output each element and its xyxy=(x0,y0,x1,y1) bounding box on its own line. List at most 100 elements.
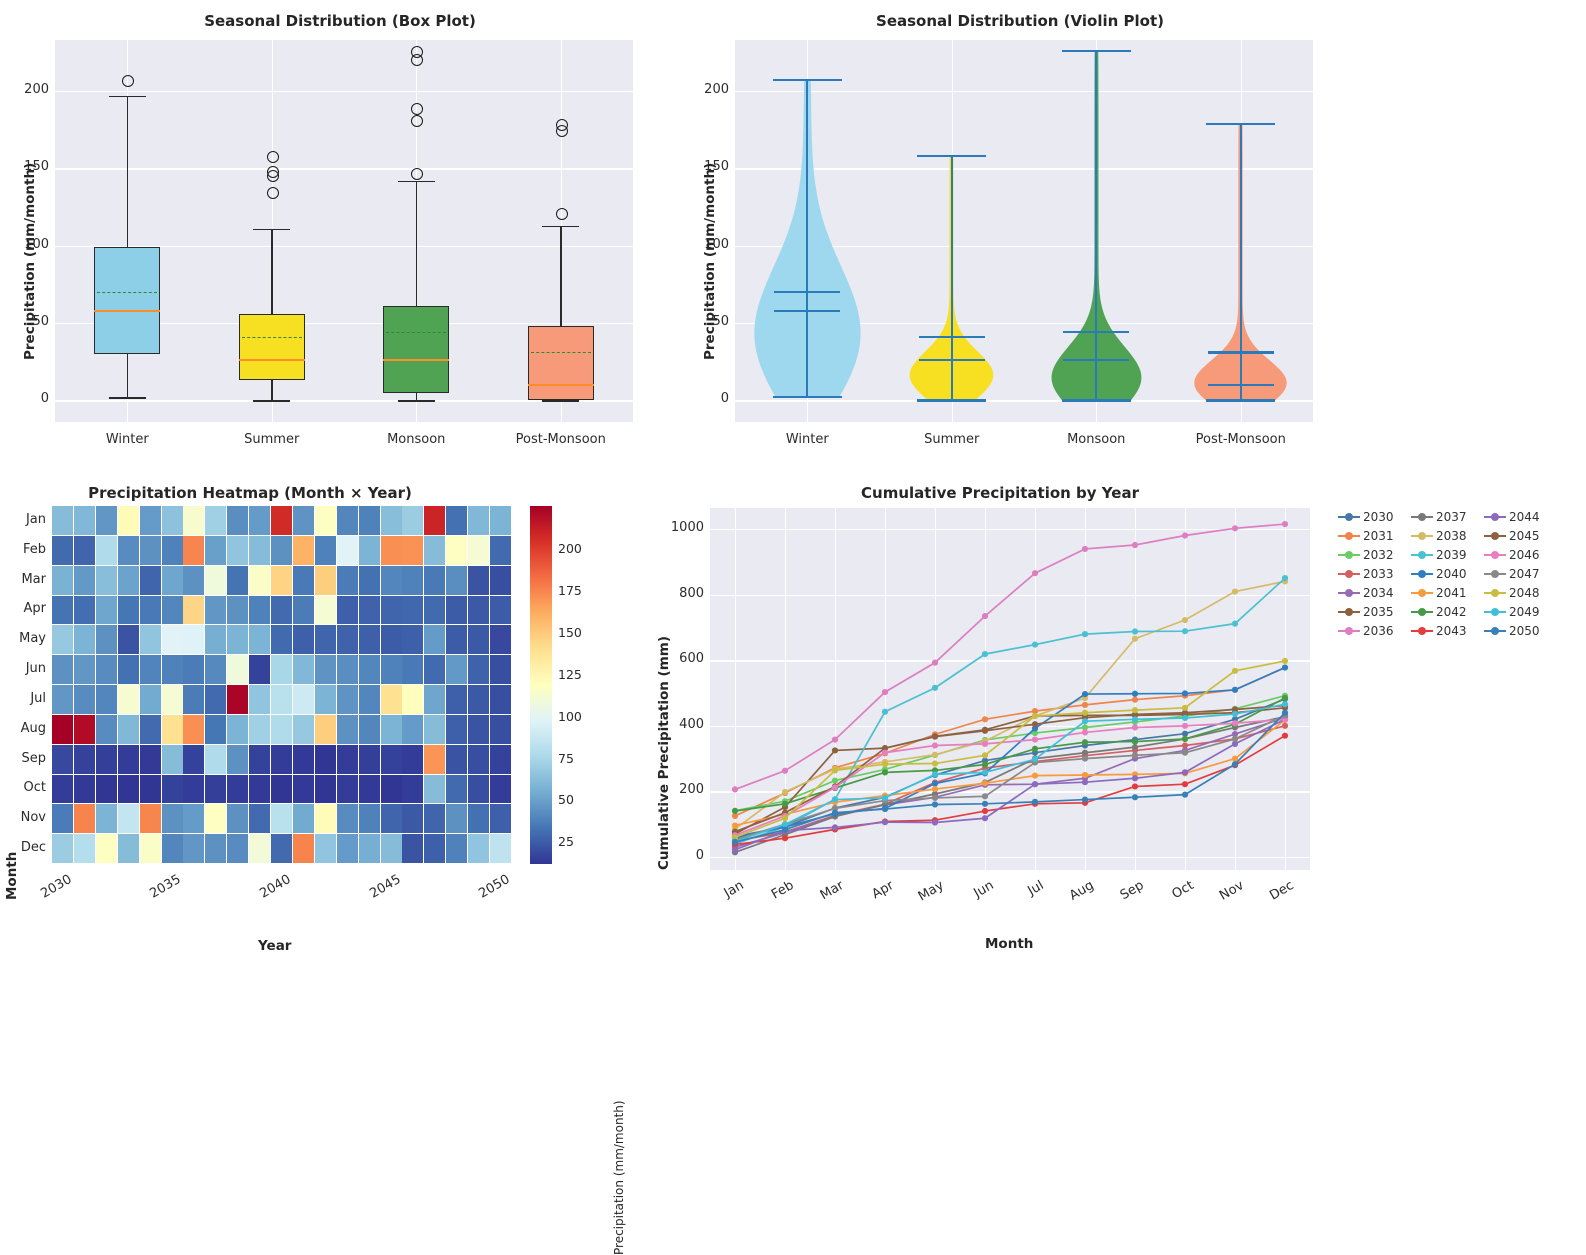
point-2044 xyxy=(1081,779,1089,786)
point-2048 xyxy=(831,767,839,774)
heatmap-cell xyxy=(424,804,446,834)
point-2044 xyxy=(881,819,889,826)
heatmap-cell xyxy=(183,565,205,595)
legend-label: 2030 xyxy=(1363,510,1394,524)
legend-label: 2032 xyxy=(1363,548,1394,562)
heatmap-cell xyxy=(52,506,73,535)
heatmap-cell xyxy=(402,625,424,655)
legend-item-2034[interactable]: 2034 xyxy=(1338,586,1397,600)
legend-item-2036[interactable]: 2036 xyxy=(1338,624,1397,638)
heatmap-cell xyxy=(95,535,117,565)
point-2039 xyxy=(1131,628,1139,635)
heatmap-cell xyxy=(183,714,205,744)
legend-label: 2040 xyxy=(1436,567,1467,581)
legend-label: 2037 xyxy=(1436,510,1467,524)
point-2050 xyxy=(831,809,839,816)
point-2048 xyxy=(1281,657,1289,665)
x-tick-label-summer: Summer xyxy=(244,432,300,447)
violin-median-tick xyxy=(774,309,841,312)
legend-item-2044[interactable]: 2044 xyxy=(1484,510,1543,524)
legend-item-2039[interactable]: 2039 xyxy=(1411,548,1470,562)
heatmap-cell xyxy=(336,535,358,565)
heatmap-cell xyxy=(292,625,314,655)
legend-item-2041[interactable]: 2041 xyxy=(1411,586,1470,600)
legend-label: 2035 xyxy=(1363,605,1394,619)
whisker-lower xyxy=(126,353,128,398)
heatmap-cell xyxy=(446,535,468,565)
colorbar-tick: 75 xyxy=(558,750,574,766)
year-tick-2050: 2050 xyxy=(476,872,513,902)
legend-line-swatch xyxy=(1411,551,1433,559)
gridline-y xyxy=(735,168,1313,170)
point-2045 xyxy=(981,727,989,734)
legend-label: 2039 xyxy=(1436,548,1467,562)
median-line xyxy=(238,359,305,362)
legend-item-2032[interactable]: 2032 xyxy=(1338,548,1397,562)
heatmap-cell xyxy=(95,655,117,685)
legend-item-2030[interactable]: 2030 xyxy=(1338,510,1397,524)
heatmap-cell xyxy=(336,714,358,744)
heatmap-cell xyxy=(95,714,117,744)
heatmap-cell xyxy=(95,774,117,804)
legend-item-2048[interactable]: 2048 xyxy=(1484,586,1543,600)
legend-line-swatch xyxy=(1411,589,1433,597)
legend-item-2045[interactable]: 2045 xyxy=(1484,529,1543,543)
heatmap-cell xyxy=(336,655,358,685)
whisker-cap-lower xyxy=(253,400,291,402)
point-2038 xyxy=(1131,635,1139,642)
heatmap-cell xyxy=(139,804,161,834)
legend-item-2035[interactable]: 2035 xyxy=(1338,605,1397,619)
legend-label: 2041 xyxy=(1436,586,1467,600)
y-tick-label: 200 xyxy=(679,782,704,798)
legend-item-2043[interactable]: 2043 xyxy=(1411,624,1470,638)
whisker-cap-lower xyxy=(397,400,435,402)
heatmap-cell xyxy=(358,744,380,774)
legend-dot xyxy=(1418,589,1426,597)
gridline-y xyxy=(710,856,1310,859)
legend-item-2033[interactable]: 2033 xyxy=(1338,567,1397,581)
line-chart-panel: Cumulative Precipitation by Year Cumulat… xyxy=(640,470,1340,968)
legend-item-2049[interactable]: 2049 xyxy=(1484,605,1543,619)
legend-item-2038[interactable]: 2038 xyxy=(1411,529,1470,543)
heatmap-cell xyxy=(358,625,380,655)
month-tick-aug: Aug xyxy=(20,720,46,736)
violin-cap-max xyxy=(772,79,842,82)
point-2039 xyxy=(881,708,889,715)
outlier-point xyxy=(555,118,568,131)
point-2048 xyxy=(1231,667,1239,674)
gridline-x xyxy=(1135,508,1137,870)
heatmap-cell xyxy=(117,565,139,595)
heatmap-cell xyxy=(52,625,73,655)
heatmap-cell xyxy=(139,655,161,685)
heatmap-cell xyxy=(249,625,271,655)
heatmap-cell xyxy=(314,655,336,685)
heatmap-cell xyxy=(468,625,490,655)
legend-item-2050[interactable]: 2050 xyxy=(1484,624,1543,638)
point-2049 xyxy=(781,821,789,828)
point-2049 xyxy=(1081,718,1089,725)
heatmap-cell xyxy=(205,714,227,744)
legend-item-2040[interactable]: 2040 xyxy=(1411,567,1470,581)
heatmap-cell xyxy=(95,804,117,834)
heatmap-cell xyxy=(205,506,227,535)
legend-item-2047[interactable]: 2047 xyxy=(1484,567,1543,581)
gridline-x xyxy=(885,508,887,870)
legend-item-2046[interactable]: 2046 xyxy=(1484,548,1543,562)
heatmap-cell xyxy=(183,506,205,535)
legend-line-swatch xyxy=(1338,513,1360,521)
heatmap-cell xyxy=(380,804,402,834)
legend-item-2037[interactable]: 2037 xyxy=(1411,510,1470,524)
heatmap-cell xyxy=(249,565,271,595)
heatmap-cell xyxy=(292,655,314,685)
legend-item-2031[interactable]: 2031 xyxy=(1338,529,1397,543)
month-tick-dec: Dec xyxy=(20,840,46,856)
heatmap-cell xyxy=(424,506,446,535)
point-2045 xyxy=(881,745,889,752)
heatmap-cell xyxy=(161,625,183,655)
line-2049 xyxy=(734,703,1286,843)
heatmap-cell xyxy=(183,744,205,774)
heatmap-cell xyxy=(490,744,512,774)
point-2049 xyxy=(1131,716,1139,723)
legend-item-2042[interactable]: 2042 xyxy=(1411,605,1470,619)
point-2044 xyxy=(931,819,939,826)
